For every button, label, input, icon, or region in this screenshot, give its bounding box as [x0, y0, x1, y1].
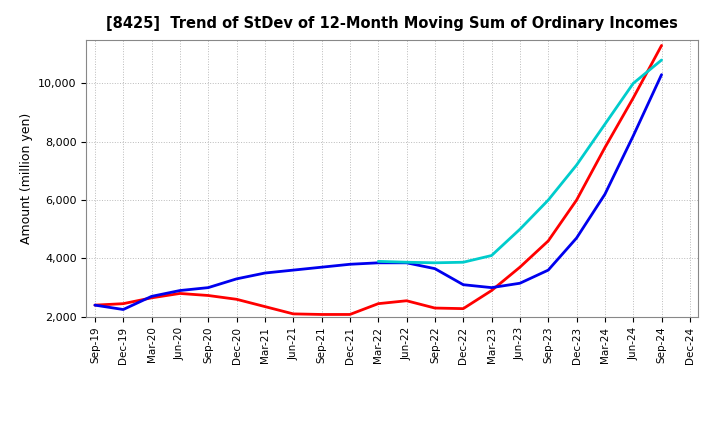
Y-axis label: Amount (million yen): Amount (million yen) — [19, 113, 32, 244]
3 Years — [176, 291, 184, 296]
5 Years — [657, 72, 666, 77]
5 Years — [516, 281, 524, 286]
5 Years — [600, 191, 609, 197]
3 Years — [431, 305, 439, 311]
7 Years — [402, 260, 411, 265]
5 Years — [233, 276, 241, 282]
7 Years — [487, 253, 496, 258]
5 Years — [544, 268, 552, 273]
3 Years — [487, 288, 496, 293]
5 Years — [261, 271, 269, 276]
3 Years — [544, 238, 552, 244]
5 Years — [289, 268, 297, 273]
3 Years — [374, 301, 382, 306]
3 Years — [148, 295, 156, 301]
5 Years — [402, 260, 411, 265]
3 Years — [261, 304, 269, 309]
5 Years — [374, 260, 382, 265]
7 Years — [516, 227, 524, 232]
3 Years — [91, 302, 99, 308]
3 Years — [402, 298, 411, 304]
5 Years — [119, 307, 127, 312]
3 Years — [572, 198, 581, 203]
7 Years — [374, 259, 382, 264]
5 Years — [176, 288, 184, 293]
5 Years — [318, 264, 326, 270]
7 Years — [544, 198, 552, 203]
3 Years — [346, 312, 354, 317]
5 Years — [572, 235, 581, 241]
Line: 3 Years: 3 Years — [95, 45, 662, 315]
3 Years — [289, 311, 297, 316]
3 Years — [459, 306, 467, 311]
Line: 7 Years: 7 Years — [378, 60, 662, 263]
Line: 5 Years: 5 Years — [95, 75, 662, 309]
3 Years — [629, 95, 637, 101]
5 Years — [459, 282, 467, 287]
5 Years — [91, 302, 99, 308]
5 Years — [431, 266, 439, 271]
3 Years — [657, 43, 666, 48]
7 Years — [459, 260, 467, 265]
3 Years — [318, 312, 326, 317]
3 Years — [600, 145, 609, 150]
5 Years — [346, 262, 354, 267]
5 Years — [487, 285, 496, 290]
3 Years — [204, 293, 212, 298]
3 Years — [119, 301, 127, 306]
Title: [8425]  Trend of StDev of 12-Month Moving Sum of Ordinary Incomes: [8425] Trend of StDev of 12-Month Moving… — [107, 16, 678, 32]
3 Years — [516, 264, 524, 270]
7 Years — [600, 121, 609, 127]
7 Years — [572, 162, 581, 168]
5 Years — [629, 133, 637, 139]
7 Years — [629, 81, 637, 86]
5 Years — [148, 294, 156, 299]
3 Years — [233, 297, 241, 302]
7 Years — [431, 260, 439, 265]
5 Years — [204, 285, 212, 290]
7 Years — [657, 57, 666, 62]
